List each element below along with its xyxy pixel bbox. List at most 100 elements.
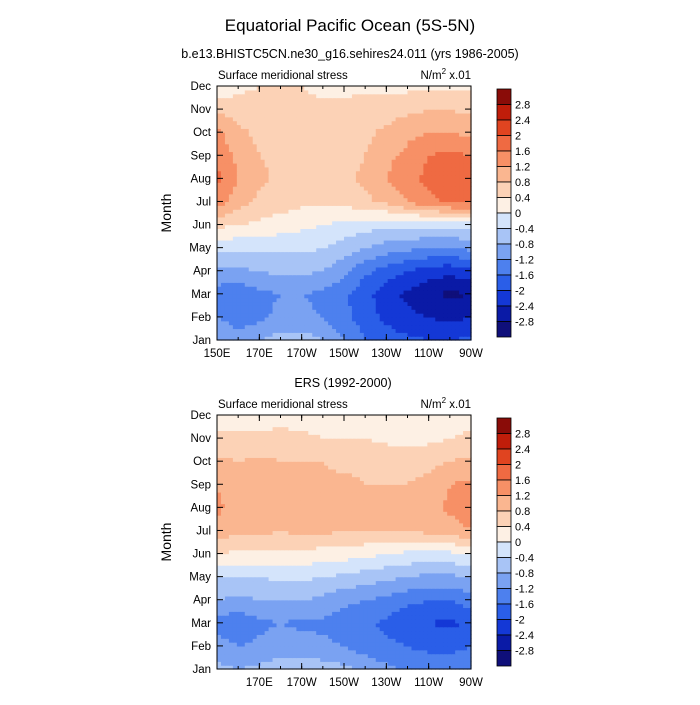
contour-cell: [312, 198, 317, 202]
contour-cell: [336, 650, 341, 654]
contour-cell: [368, 654, 373, 658]
contour-cell: [427, 228, 432, 232]
contour-cell: [392, 244, 397, 248]
contour-cell: [415, 213, 420, 217]
contour-cell: [241, 194, 246, 198]
contour-cell: [273, 282, 278, 286]
contour-cell: [237, 113, 242, 117]
contour-cell: [308, 151, 313, 155]
contour-cell: [439, 163, 444, 167]
contour-cell: [435, 163, 440, 167]
contour-cell: [443, 178, 448, 182]
contour-cell: [392, 634, 397, 638]
contour-cell: [225, 159, 230, 163]
contour-cell: [447, 148, 452, 152]
contour-cell: [221, 634, 226, 638]
contour-cell: [340, 294, 345, 298]
contour-cell: [415, 124, 420, 128]
contour-cell: [312, 217, 317, 221]
colorbar-box: [497, 105, 511, 121]
contour-cell: [384, 321, 389, 325]
contour-cell: [427, 182, 432, 186]
contour-cell: [443, 124, 448, 128]
contour-cell: [368, 121, 373, 125]
contour-cell: [253, 259, 258, 263]
contour-cell: [229, 631, 234, 635]
contour-cell: [253, 128, 258, 132]
contour-cell: [423, 105, 428, 109]
contour-cell: [261, 232, 266, 236]
contour-cell: [344, 109, 349, 113]
contour-cell: [439, 240, 444, 244]
contour-cell: [288, 650, 293, 654]
contour-cell: [288, 631, 293, 635]
contour-cell: [292, 178, 297, 182]
contour-cell: [415, 94, 420, 98]
contour-cell: [427, 313, 432, 317]
contour-cell: [320, 661, 325, 665]
contour-cell: [261, 271, 266, 275]
contour-cell: [332, 650, 337, 654]
contour-cell: [404, 317, 409, 321]
contour-cell: [431, 325, 436, 329]
contour-cell: [423, 86, 428, 90]
contour-cell: [368, 182, 373, 186]
contour-cell: [281, 171, 286, 175]
contour-cell: [404, 298, 409, 302]
contour-cell: [332, 117, 337, 121]
contour-cell: [408, 251, 413, 255]
contour-cell: [225, 305, 230, 309]
contour-cell: [463, 121, 468, 125]
contour-cell: [237, 140, 242, 144]
contour-cell: [257, 305, 262, 309]
contour-cell: [229, 232, 234, 236]
contour-cell: [455, 259, 460, 263]
contour-cell: [455, 86, 460, 90]
contour-cell: [376, 646, 381, 650]
contour-cell: [415, 175, 420, 179]
contour-cell: [269, 155, 274, 159]
contour-cell: [455, 321, 460, 325]
contour-cell: [328, 657, 333, 661]
contour-cell: [396, 328, 401, 332]
contour-cell: [221, 98, 226, 102]
contour-cell: [269, 654, 274, 658]
contour-cell: [336, 167, 341, 171]
contour-cell: [435, 117, 440, 121]
contour-cell: [348, 225, 353, 229]
contour-cell: [455, 267, 460, 271]
panel-observed: ERS (1992-2000) Surface meridional stres…: [158, 376, 534, 689]
contour-cell: [408, 198, 413, 202]
contour-cell: [392, 325, 397, 329]
contour-cell: [308, 171, 313, 175]
contour-cell: [411, 98, 416, 102]
contour-cell: [217, 654, 222, 658]
contour-cell: [225, 98, 230, 102]
contour-cell: [320, 194, 325, 198]
contour-cell: [284, 631, 289, 635]
contour-cell: [257, 132, 262, 136]
contour-cell: [423, 182, 428, 186]
contour-cell: [451, 282, 456, 286]
contour-cell: [221, 94, 226, 98]
contour-cell: [316, 144, 321, 148]
contour-cell: [300, 232, 305, 236]
contour-cell: [376, 163, 381, 167]
contour-cell: [312, 98, 317, 102]
contour-cell: [431, 305, 436, 309]
contour-cell: [237, 213, 242, 217]
contour-cell: [348, 159, 353, 163]
contour-cell: [237, 646, 242, 650]
contour-cell: [316, 151, 321, 155]
contour-cell: [380, 205, 385, 209]
contour-cell: [439, 228, 444, 232]
contour-cell: [463, 132, 468, 136]
contour-cell: [427, 657, 432, 661]
contour-cell: [372, 302, 377, 306]
contour-cell: [292, 225, 297, 229]
contour-cell: [328, 294, 333, 298]
contour-cell: [400, 251, 405, 255]
contour-cell: [229, 275, 234, 279]
contour-cell: [241, 201, 246, 205]
contour-cell: [423, 159, 428, 163]
